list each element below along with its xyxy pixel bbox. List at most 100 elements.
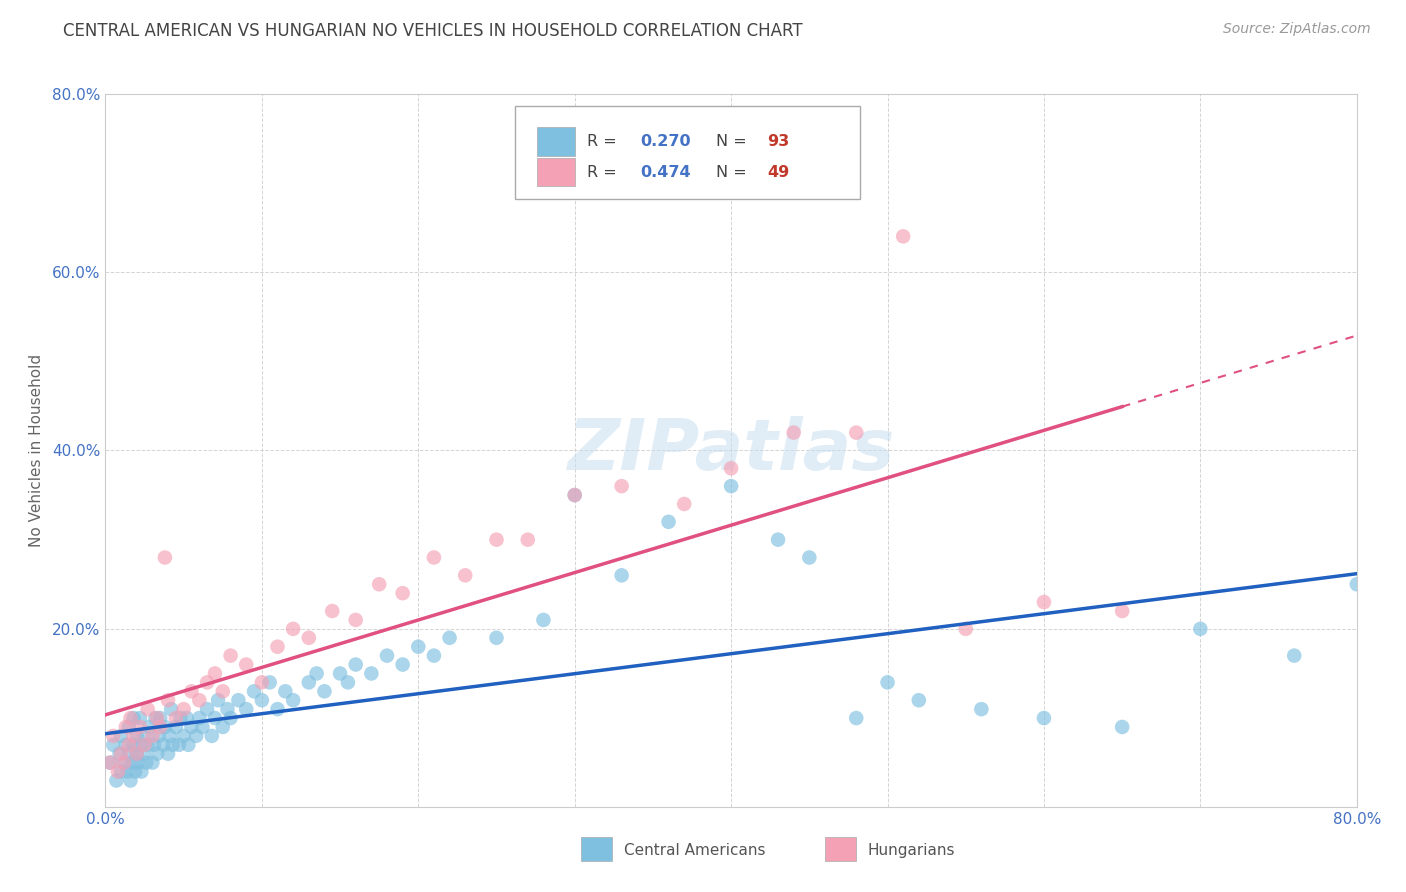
Point [188,693,211,707]
Point [157,693,180,707]
Bar [537,128,575,156]
Point [720,479,742,493]
Point [1111,604,1133,618]
Point [243,684,266,698]
Point [114,738,136,752]
Point [204,666,226,681]
Point [103,729,125,743]
Point [235,702,257,716]
Point [408,640,430,654]
Point [211,684,233,698]
Point [112,756,135,770]
Point [157,747,180,761]
Point [128,711,150,725]
Text: Hungarians: Hungarians [868,843,955,857]
Point [281,693,305,707]
Point [120,711,142,725]
Point [167,738,190,752]
Y-axis label: No Vehicles in Household: No Vehicles in Household [28,354,44,547]
Point [118,720,141,734]
Point [135,756,157,770]
Point [195,675,218,690]
Point [149,711,172,725]
Point [201,729,224,743]
Point [305,666,328,681]
Point [125,747,148,761]
Point [1282,648,1305,663]
Point [673,497,696,511]
Point [127,756,149,770]
Point [368,577,391,591]
Point [131,764,153,779]
Point [110,764,132,779]
Point [169,711,191,725]
Point [610,568,633,582]
Point [207,693,229,707]
Point [344,613,367,627]
Point [103,738,125,752]
Text: 93: 93 [768,134,790,149]
Point [134,729,156,743]
Point [533,613,555,627]
Point [845,711,868,725]
Point [250,675,273,690]
Point [117,764,139,779]
Point [128,738,150,752]
Point [423,648,446,663]
Point [908,693,931,707]
Point [298,631,321,645]
Point [439,631,461,645]
Point [141,756,163,770]
Point [955,622,977,636]
Point [250,693,273,707]
Text: ZIPatlas: ZIPatlas [568,416,894,485]
Point [98,756,121,770]
Point [266,702,288,716]
Point [142,738,165,752]
Bar [825,838,856,861]
Point [235,657,257,672]
Point [153,720,176,734]
Point [610,479,633,493]
Point [454,568,477,582]
Point [173,702,195,716]
Point [845,425,868,440]
Point [112,756,135,770]
Point [336,675,359,690]
Point [188,711,211,725]
Point [120,773,142,788]
Point [148,729,170,743]
Point [321,604,343,618]
Text: CENTRAL AMERICAN VS HUNGARIAN NO VEHICLES IN HOUSEHOLD CORRELATION CHART: CENTRAL AMERICAN VS HUNGARIAN NO VEHICLE… [63,22,803,40]
Point [122,729,145,743]
Point [391,657,413,672]
Point [146,711,169,725]
Point [1189,622,1212,636]
Point [344,657,367,672]
Point [173,729,195,743]
Text: Source: ZipAtlas.com: Source: ZipAtlas.com [1223,22,1371,37]
Point [125,747,148,761]
Point [124,764,146,779]
Point [423,550,446,565]
Point [110,747,132,761]
Point [1346,577,1368,591]
Point [375,648,398,663]
Point [122,711,145,725]
Point [98,756,121,770]
Point [176,711,198,725]
Point [217,702,239,716]
Point [180,720,202,734]
Text: 0.474: 0.474 [640,165,690,179]
Point [658,515,681,529]
Bar [581,838,612,861]
Point [191,720,214,734]
Point [298,675,321,690]
Point [118,747,141,761]
Point [891,229,914,244]
Point [105,773,128,788]
Point [1111,720,1133,734]
Point [485,631,508,645]
Text: 49: 49 [768,165,790,179]
Text: R =: R = [588,134,621,149]
